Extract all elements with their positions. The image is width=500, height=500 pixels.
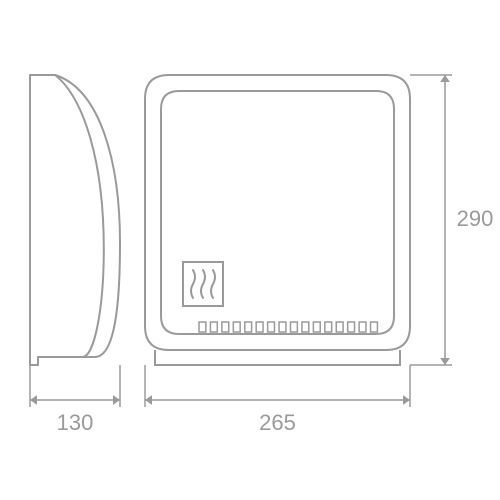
grille-slot: [291, 322, 298, 332]
grille-slot: [199, 322, 206, 332]
front-view-outer: [145, 75, 410, 350]
dim-arrow: [113, 395, 120, 405]
grille-slot: [279, 322, 286, 332]
dim-label-height: 290: [457, 206, 494, 231]
grille-slot: [222, 322, 229, 332]
dim-arrow: [403, 395, 410, 405]
front-view-base: [155, 350, 400, 365]
heat-wave-icon: [191, 270, 195, 298]
dim-arrow: [30, 395, 37, 405]
grille-slot: [313, 322, 320, 332]
heat-wave-icon: [201, 270, 205, 298]
dim-arrow: [440, 75, 450, 82]
side-view-outline: [30, 75, 120, 365]
dim-label-width: 265: [259, 410, 296, 435]
grille-slot: [325, 322, 332, 332]
grille-slot: [348, 322, 355, 332]
grille-slot: [256, 322, 263, 332]
grille-slot: [210, 322, 217, 332]
grille-slot: [359, 322, 366, 332]
front-view-inner: [161, 91, 394, 334]
dim-arrow: [440, 358, 450, 365]
grille-slot: [371, 322, 378, 332]
grille-slot: [245, 322, 252, 332]
grille-slot: [302, 322, 309, 332]
grille-slot: [336, 322, 343, 332]
heat-wave-icon: [211, 270, 215, 298]
dim-arrow: [145, 395, 152, 405]
grille-slot: [268, 322, 275, 332]
grille-slot: [233, 322, 240, 332]
dim-label-depth: 130: [57, 410, 94, 435]
